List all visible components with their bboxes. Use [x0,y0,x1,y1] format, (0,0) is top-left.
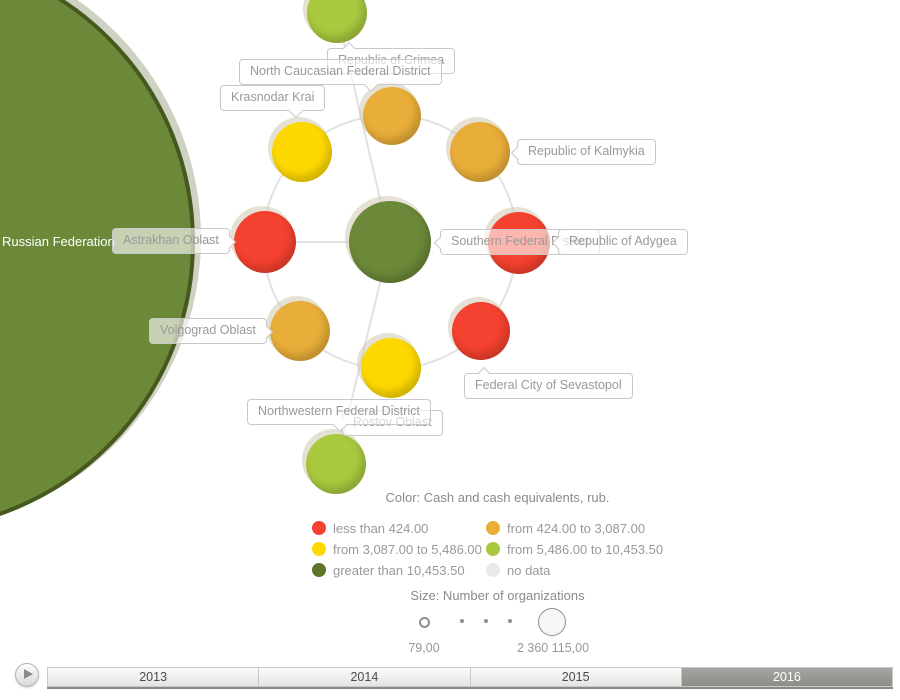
timeline-year-2016[interactable]: 2016 [681,668,892,686]
size-max-label: 2 360 115,00 [516,641,590,655]
label-text: Republic of Kalmykia [528,144,645,158]
node-russian-federation[interactable] [0,0,195,532]
chart-area: Russian Federation Republic of CrimeaNor… [0,0,688,532]
timeline-year-2014[interactable]: 2014 [259,668,471,686]
label-federal-city-of-sevastopol: Federal City of Sevastopol [464,366,633,399]
label-text: Federal City of Sevastopol [475,378,622,392]
play-button[interactable] [15,663,39,687]
tooltip-pointer-icon [363,77,379,92]
color-legend-item: no data [486,562,663,578]
tooltip-pointer-icon [510,145,525,160]
size-min-circle-icon [419,617,430,628]
label-text: Volgograd Oblast [160,323,256,337]
legend-swatch-icon [312,563,326,577]
color-legend-item: from 424.00 to 3,087.00 [486,520,663,536]
tooltip-pointer-icon [433,235,448,250]
node-astrakhan-oblast[interactable] [234,211,296,273]
node-northwestern-federal-district[interactable] [306,434,366,494]
size-legend-scale [415,607,575,637]
legend-swatch-icon [312,542,326,556]
legend-item-label: less than 424.00 [333,520,429,536]
legend-swatch-icon [486,521,500,535]
node-rostov-oblast[interactable] [361,338,421,398]
label-text: Astrakhan Oblast [123,233,219,247]
label-text: Republic of Adygea [569,234,677,248]
size-legend-title: Size: Number of organizations [410,588,585,603]
legend-swatch-icon [486,542,500,556]
size-step-dot-icon [460,619,464,623]
color-legend-item: from 3,087.00 to 5,486.00 [312,541,486,557]
label-astrakhan-oblast: Astrakhan Oblast [112,228,237,254]
label-north-caucasian-federal-district: North Caucasian Federal District [239,59,442,92]
label-northwestern-federal-district: Northwestern Federal District [247,399,431,432]
label-republic-of-adygea: Republic of Adygea [551,229,688,255]
legend-item-label: from 3,087.00 to 5,486.00 [333,541,482,557]
label-krasnodar-krai: Krasnodar Krai [220,85,326,118]
color-legend-title: Color: Cash and cash equivalents, rub. [385,490,610,505]
node-republic-of-kalmykia[interactable] [450,122,510,182]
play-icon [24,669,33,679]
label-text: Krasnodar Krai [231,90,315,104]
timeline-year-2013[interactable]: 2013 [48,668,260,686]
node-southern-federal-district[interactable] [349,201,431,283]
legend-item-label: no data [507,562,551,578]
timeline-underline [47,687,893,689]
color-legend: less than 424.00 from 424.00 to 3,087.00 f… [312,520,664,578]
label-text: Northwestern Federal District [258,404,420,418]
timeline: 2013 2014 2015 2016 [0,660,900,700]
timeline-year-2015[interactable]: 2015 [470,668,682,686]
label-text: North Caucasian Federal District [250,64,431,78]
color-legend-item: greater than 10,453.50 [312,562,486,578]
label-volgograd-oblast: Volgograd Oblast [149,318,274,344]
label-republic-of-kalmykia: Republic of Kalmykia [510,139,656,165]
legend-item-label: from 424.00 to 3,087.00 [507,520,646,536]
legend-swatch-icon [486,563,500,577]
node-federal-city-of-sevastopol[interactable] [452,302,510,360]
node-north-caucasian-federal-district[interactable] [363,87,421,145]
node-krasnodar-krai[interactable] [272,122,332,182]
color-legend-item: less than 424.00 [312,520,486,536]
legend-swatch-icon [312,521,326,535]
size-min-label: 79,00 [408,641,440,655]
size-step-dot-icon [484,619,488,623]
tooltip-pointer-icon [288,103,304,118]
size-max-circle-icon [538,608,566,636]
legend-item-label: from 5,486.00 to 10,453.50 [507,541,664,557]
size-step-dot-icon [508,619,512,623]
color-legend-item: from 5,486.00 to 10,453.50 [486,541,664,557]
root-node-label: Russian Federation [2,234,115,249]
node-republic-of-crimea[interactable] [307,0,367,43]
node-volgograd-oblast[interactable] [270,301,330,361]
timeline-bar: 2013 2014 2015 2016 [47,667,893,687]
legend-item-label: greater than 10,453.50 [333,562,465,578]
